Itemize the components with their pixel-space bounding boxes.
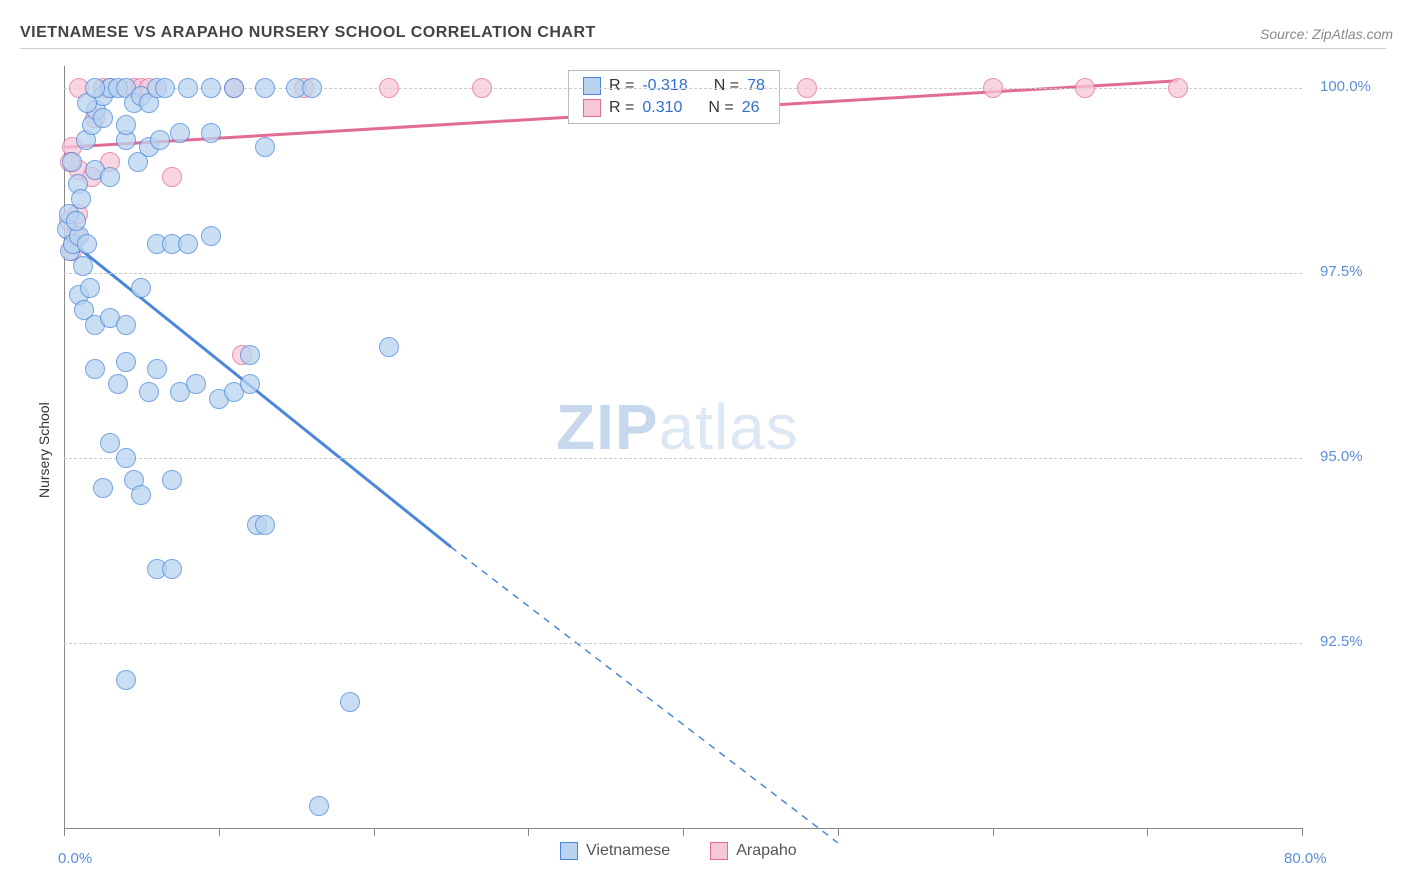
chart-title: VIETNAMESE VS ARAPAHO NURSERY SCHOOL COR… bbox=[20, 24, 596, 42]
watermark-bold: ZIP bbox=[556, 391, 659, 463]
scatter-point-vietnamese bbox=[71, 189, 91, 209]
x-tick bbox=[219, 828, 220, 836]
legend-r-value: 0.310 bbox=[642, 99, 682, 117]
legend-n-label: N = bbox=[708, 99, 733, 117]
legend-swatch bbox=[583, 77, 601, 95]
x-tick-label-left: 0.0% bbox=[58, 850, 92, 867]
y-tick-label: 95.0% bbox=[1320, 448, 1363, 465]
scatter-point-vietnamese bbox=[340, 692, 360, 712]
scatter-point-vietnamese bbox=[108, 374, 128, 394]
scatter-point-vietnamese bbox=[162, 470, 182, 490]
scatter-point-vietnamese bbox=[201, 123, 221, 143]
scatter-point-arapaho bbox=[797, 78, 817, 98]
scatter-point-vietnamese bbox=[240, 345, 260, 365]
y-tick-label: 92.5% bbox=[1320, 633, 1363, 650]
scatter-point-arapaho bbox=[472, 78, 492, 98]
grid-line-y bbox=[64, 643, 1302, 644]
title-underline bbox=[20, 48, 1386, 49]
scatter-point-vietnamese bbox=[73, 256, 93, 276]
x-tick bbox=[528, 828, 529, 836]
x-tick-label-right: 80.0% bbox=[1284, 850, 1327, 867]
scatter-point-vietnamese bbox=[100, 433, 120, 453]
scatter-point-vietnamese bbox=[139, 382, 159, 402]
correlation-legend: R = -0.318 N = 78 R = 0.310 N = 26 bbox=[568, 70, 780, 124]
series-legend-item: Vietnamese bbox=[560, 842, 670, 860]
scatter-point-vietnamese bbox=[224, 78, 244, 98]
x-tick bbox=[683, 828, 684, 836]
scatter-point-vietnamese bbox=[178, 234, 198, 254]
scatter-point-arapaho bbox=[1075, 78, 1095, 98]
scatter-point-vietnamese bbox=[201, 78, 221, 98]
legend-r-label: R = bbox=[609, 77, 634, 95]
y-tick-label: 100.0% bbox=[1320, 78, 1371, 95]
scatter-point-vietnamese bbox=[147, 359, 167, 379]
legend-row: R = -0.318 N = 78 bbox=[583, 77, 765, 95]
scatter-point-vietnamese bbox=[155, 78, 175, 98]
scatter-point-arapaho bbox=[379, 78, 399, 98]
source-prefix: Source: bbox=[1260, 26, 1312, 42]
scatter-point-vietnamese bbox=[100, 167, 120, 187]
scatter-point-vietnamese bbox=[255, 137, 275, 157]
scatter-point-vietnamese bbox=[131, 485, 151, 505]
y-axis-label: Nursery School bbox=[36, 402, 52, 498]
legend-swatch bbox=[710, 842, 728, 860]
x-tick bbox=[1147, 828, 1148, 836]
legend-r-label: R = bbox=[609, 99, 634, 117]
scatter-point-vietnamese bbox=[255, 78, 275, 98]
scatter-point-vietnamese bbox=[162, 559, 182, 579]
scatter-point-vietnamese bbox=[150, 130, 170, 150]
scatter-point-vietnamese bbox=[131, 278, 151, 298]
legend-swatch bbox=[560, 842, 578, 860]
scatter-point-vietnamese bbox=[302, 78, 322, 98]
legend-n-value: 78 bbox=[747, 77, 765, 95]
scatter-point-vietnamese bbox=[62, 152, 82, 172]
legend-r-value: -0.318 bbox=[642, 77, 687, 95]
scatter-point-arapaho bbox=[162, 167, 182, 187]
scatter-point-vietnamese bbox=[85, 359, 105, 379]
source-name: ZipAtlas.com bbox=[1312, 26, 1393, 42]
scatter-point-vietnamese bbox=[116, 315, 136, 335]
legend-row: R = 0.310 N = 26 bbox=[583, 99, 765, 117]
scatter-point-vietnamese bbox=[186, 374, 206, 394]
x-tick bbox=[1302, 828, 1303, 836]
grid-line-y bbox=[64, 273, 1302, 274]
scatter-point-vietnamese bbox=[240, 374, 260, 394]
scatter-point-vietnamese bbox=[77, 234, 97, 254]
series-legend-item: Arapaho bbox=[710, 842, 797, 860]
scatter-point-vietnamese bbox=[116, 670, 136, 690]
scatter-point-vietnamese bbox=[309, 796, 329, 816]
scatter-point-vietnamese bbox=[116, 352, 136, 372]
grid-line-y bbox=[64, 458, 1302, 459]
scatter-point-vietnamese bbox=[93, 478, 113, 498]
y-tick-label: 97.5% bbox=[1320, 263, 1363, 280]
watermark: ZIPatlas bbox=[556, 390, 799, 464]
scatter-point-vietnamese bbox=[379, 337, 399, 357]
series-legend-label: Vietnamese bbox=[586, 842, 670, 860]
legend-n-label: N = bbox=[714, 77, 739, 95]
source-label: Source: ZipAtlas.com bbox=[1260, 26, 1393, 42]
scatter-point-vietnamese bbox=[85, 78, 105, 98]
legend-swatch bbox=[583, 99, 601, 117]
x-tick bbox=[993, 828, 994, 836]
scatter-point-vietnamese bbox=[80, 278, 100, 298]
x-tick bbox=[374, 828, 375, 836]
scatter-point-arapaho bbox=[983, 78, 1003, 98]
x-tick bbox=[838, 828, 839, 836]
scatter-point-vietnamese bbox=[201, 226, 221, 246]
series-legend: Vietnamese Arapaho bbox=[560, 842, 797, 860]
scatter-point-vietnamese bbox=[255, 515, 275, 535]
y-axis-line bbox=[64, 66, 65, 828]
scatter-point-vietnamese bbox=[66, 211, 86, 231]
series-legend-label: Arapaho bbox=[736, 842, 797, 860]
scatter-point-vietnamese bbox=[170, 123, 190, 143]
x-tick bbox=[64, 828, 65, 836]
watermark-light: atlas bbox=[659, 391, 799, 463]
scatter-point-vietnamese bbox=[93, 108, 113, 128]
legend-n-value: 26 bbox=[742, 99, 760, 117]
grid-line-y bbox=[64, 88, 1302, 89]
scatter-point-vietnamese bbox=[116, 115, 136, 135]
scatter-point-arapaho bbox=[1168, 78, 1188, 98]
scatter-point-vietnamese bbox=[116, 448, 136, 468]
scatter-point-vietnamese bbox=[178, 78, 198, 98]
